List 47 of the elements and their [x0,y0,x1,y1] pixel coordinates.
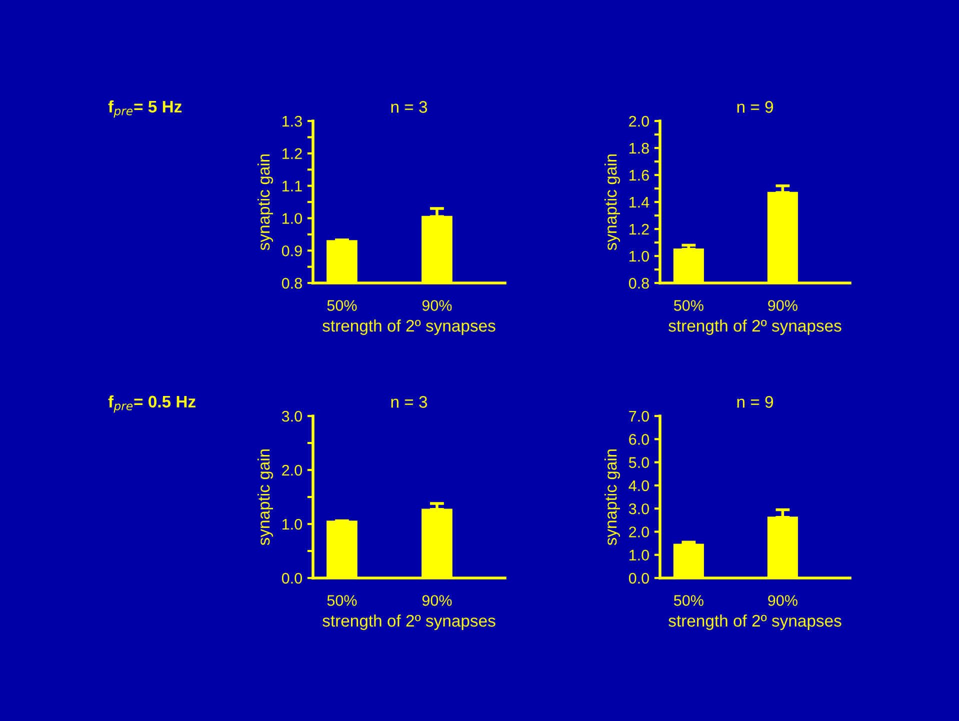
y-tick-label: 0.0 [282,572,302,584]
y-tick-label: 1.2 [630,224,649,235]
y-tick-label: 0.9 [282,245,302,256]
y-tick-label: 7.0 [629,410,649,422]
chart-title: n = 9 [737,101,773,113]
y-tick-label: 1.0 [630,550,649,561]
y-tick-label: 1.0 [630,250,649,262]
y-tick-label: 1.0 [282,518,302,530]
x-tick-label: 90% [422,300,452,311]
y-tick-label: 1.3 [282,116,302,127]
y-tick-label: 1.6 [630,170,649,181]
x-tick-label: 90% [768,595,798,606]
x-axis-title: strength of 2º synapses [322,319,496,335]
text: f$_{pre}$= 0.5 Hz [108,395,196,413]
y-axis-title: synaptic gain [257,154,274,250]
y-axis-title: synaptic gain [604,154,620,250]
y-tick-label: 0.0 [628,572,649,584]
chart-title: n = 3 [391,101,428,113]
y-tick-label: 1.2 [282,148,302,159]
y-tick-label: 1.4 [630,197,650,208]
y-tick-label: 2.0 [629,526,649,538]
x-tick-label: 90% [768,300,798,311]
x-tick-label: 50% [674,595,704,606]
x-axis-title: strength of 2º synapses [668,614,842,630]
x-tick-label: 50% [327,595,357,606]
y-tick-label: 3.0 [282,410,302,422]
x-axis-title: strength of 2º synapses [322,614,496,630]
chart-title: n = 9 [737,396,773,408]
y-tick-label: 3.0 [628,503,649,514]
y-tick-label: 0.8 [282,278,302,289]
y-tick-label: 1.8 [630,142,649,154]
y-tick-label: 1.0 [282,213,302,224]
y-tick-label: 5.0 [628,457,649,468]
y-tick-label: 4.0 [628,480,649,492]
x-tick-label: 50% [327,300,357,311]
x-tick-label: 50% [674,300,704,311]
y-tick-label: 1.1 [282,180,302,192]
x-axis-title: strength of 2º synapses [668,319,842,335]
y-tick-label: 0.8 [628,278,649,289]
text: f$_{pre}$= 5 Hz [108,100,182,118]
y-tick-label: 2.0 [629,116,649,127]
y-axis-title: synaptic gain [257,449,274,546]
y-axis-title: synaptic gain [604,449,620,546]
chart-title: n = 3 [391,396,428,408]
y-tick-label: 2.0 [282,464,302,476]
y-tick-label: 6.0 [629,434,649,445]
x-tick-label: 90% [422,595,452,606]
